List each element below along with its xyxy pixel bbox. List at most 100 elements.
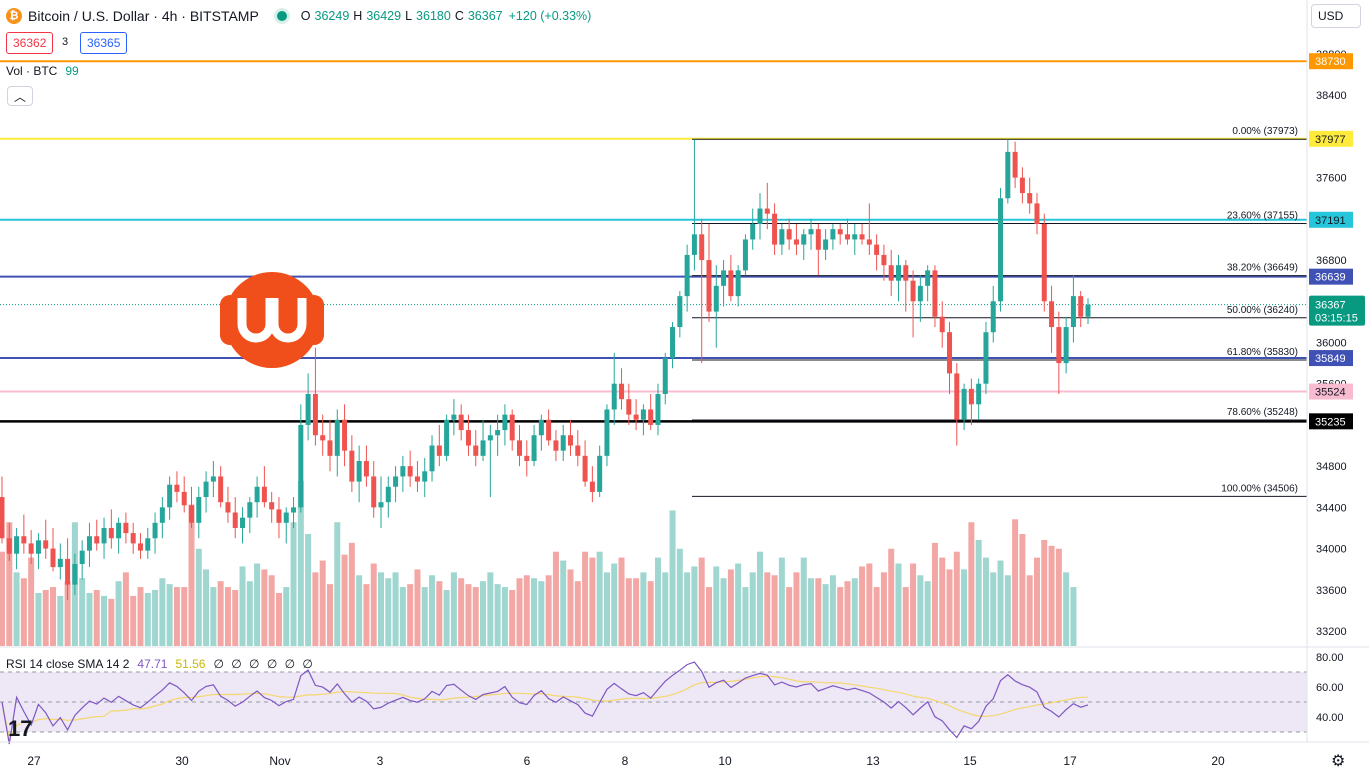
volume-bar [691,566,698,646]
price-line-tag [1309,383,1353,400]
symbol-title[interactable]: Bitcoin / U.S. Dollar · 4h · BITSTAMP [28,8,259,24]
candle-body [116,522,122,539]
volume-bar [516,578,523,646]
price-line-label: 37191 [1315,215,1346,227]
gear-icon[interactable]: ⚙ [1331,753,1346,770]
volume-bar [757,551,764,646]
candle-body [21,536,27,544]
candle-body [903,265,909,281]
rsi-legend[interactable]: RSI 14 close SMA 14 2 47.71 51.56 ∅ ∅ ∅ … [6,657,315,671]
countdown-label: 03:15:15 [1315,313,1358,325]
candle-body [480,440,486,456]
volume-bar [538,581,545,646]
volume-bar [953,551,960,646]
candle-body [72,564,78,585]
volume-legend[interactable]: Vol · BTC 99 [6,64,79,78]
candle-body [713,285,719,312]
currency-select[interactable]: USD [1311,4,1361,28]
candle-body [589,481,595,492]
time-tick-label: Nov [269,754,290,768]
volume-bar [57,595,64,646]
volume-bar [749,572,756,646]
volume-bar [239,566,246,646]
volume-bar [450,572,457,646]
candle-body [240,517,246,528]
fib-level-label: 0.00% (37973) [1232,126,1298,137]
high-value: 36429 [366,9,402,23]
volume-bar [1033,557,1040,646]
candle-body [1063,327,1069,364]
volume-bar [385,578,392,646]
candle-body [968,388,974,405]
rsi-line [1,661,1089,745]
volume-bar [341,554,348,646]
volume-bar [115,581,122,646]
fib-level-label: 38.20% (36649) [1227,263,1298,274]
volume-bar [268,575,275,646]
volume-bar [79,578,86,646]
volume-bar [771,575,778,646]
volume-bar [458,578,465,646]
candle-body [495,430,501,436]
candle-body [210,476,216,482]
volume-bar [312,572,319,646]
time-tick-label: 27 [27,754,41,768]
volume-bar [203,569,210,646]
volume-bar [421,587,428,646]
candle-body [735,270,741,297]
candle-body [28,543,34,554]
volume-bar [108,598,115,646]
volume-bar [173,587,180,646]
price-line-label: 35235 [1315,416,1346,428]
volume-bar [1055,548,1062,646]
market-open-dot-icon [276,11,287,21]
volume-bar [50,587,57,646]
volume-bar [603,572,610,646]
volume-bar [815,578,822,646]
volume-bar [28,557,35,646]
candle-body [79,550,85,565]
candle-body [283,512,289,523]
candle-body [757,208,763,225]
volume-bar [159,578,166,646]
price-line-label: 35524 [1315,387,1346,399]
candle-body [473,445,479,456]
volume-bar [443,590,450,646]
volume-bar [837,587,844,646]
candle-body [925,270,931,286]
volume-bar [6,522,13,646]
volume-bar [1070,587,1077,646]
volume-bar [910,563,917,646]
volume-bar [348,542,355,646]
collapse-legend-button[interactable]: ︿ [7,86,33,106]
volume-bars [0,481,1077,646]
volume-bar [662,572,669,646]
candle-body [1085,304,1091,317]
candle-body [742,239,748,271]
candle-body [786,229,792,240]
price-axis[interactable]: 3880038400380003760037200368003640036000… [1306,0,1365,742]
candle-body [874,244,880,255]
candle-body [939,316,945,333]
volume-bar [822,584,829,646]
sell-button[interactable]: 36362 [6,32,54,54]
volume-bar [990,572,997,646]
volume-bar [144,592,151,646]
volume-bar [574,581,581,646]
candle-body [203,481,209,498]
candle-body [502,414,508,431]
volume-bar [283,587,290,646]
candle-body [509,414,515,441]
volume-bar [1041,539,1048,646]
candle-body [101,527,107,544]
candle-body [407,466,413,477]
time-tick-label: 15 [963,754,977,768]
candle-body [349,450,355,482]
tradingview-logo-icon[interactable]: 17 [8,716,33,741]
candle-body [342,419,348,451]
time-axis[interactable]: 27 30 Nov 3 6 8 10 13 15 17 20 [0,741,1369,768]
fib-level-label: 23.60% (37155) [1227,210,1298,221]
volume-bar [93,590,100,646]
buy-button[interactable]: 36365 [80,32,128,54]
